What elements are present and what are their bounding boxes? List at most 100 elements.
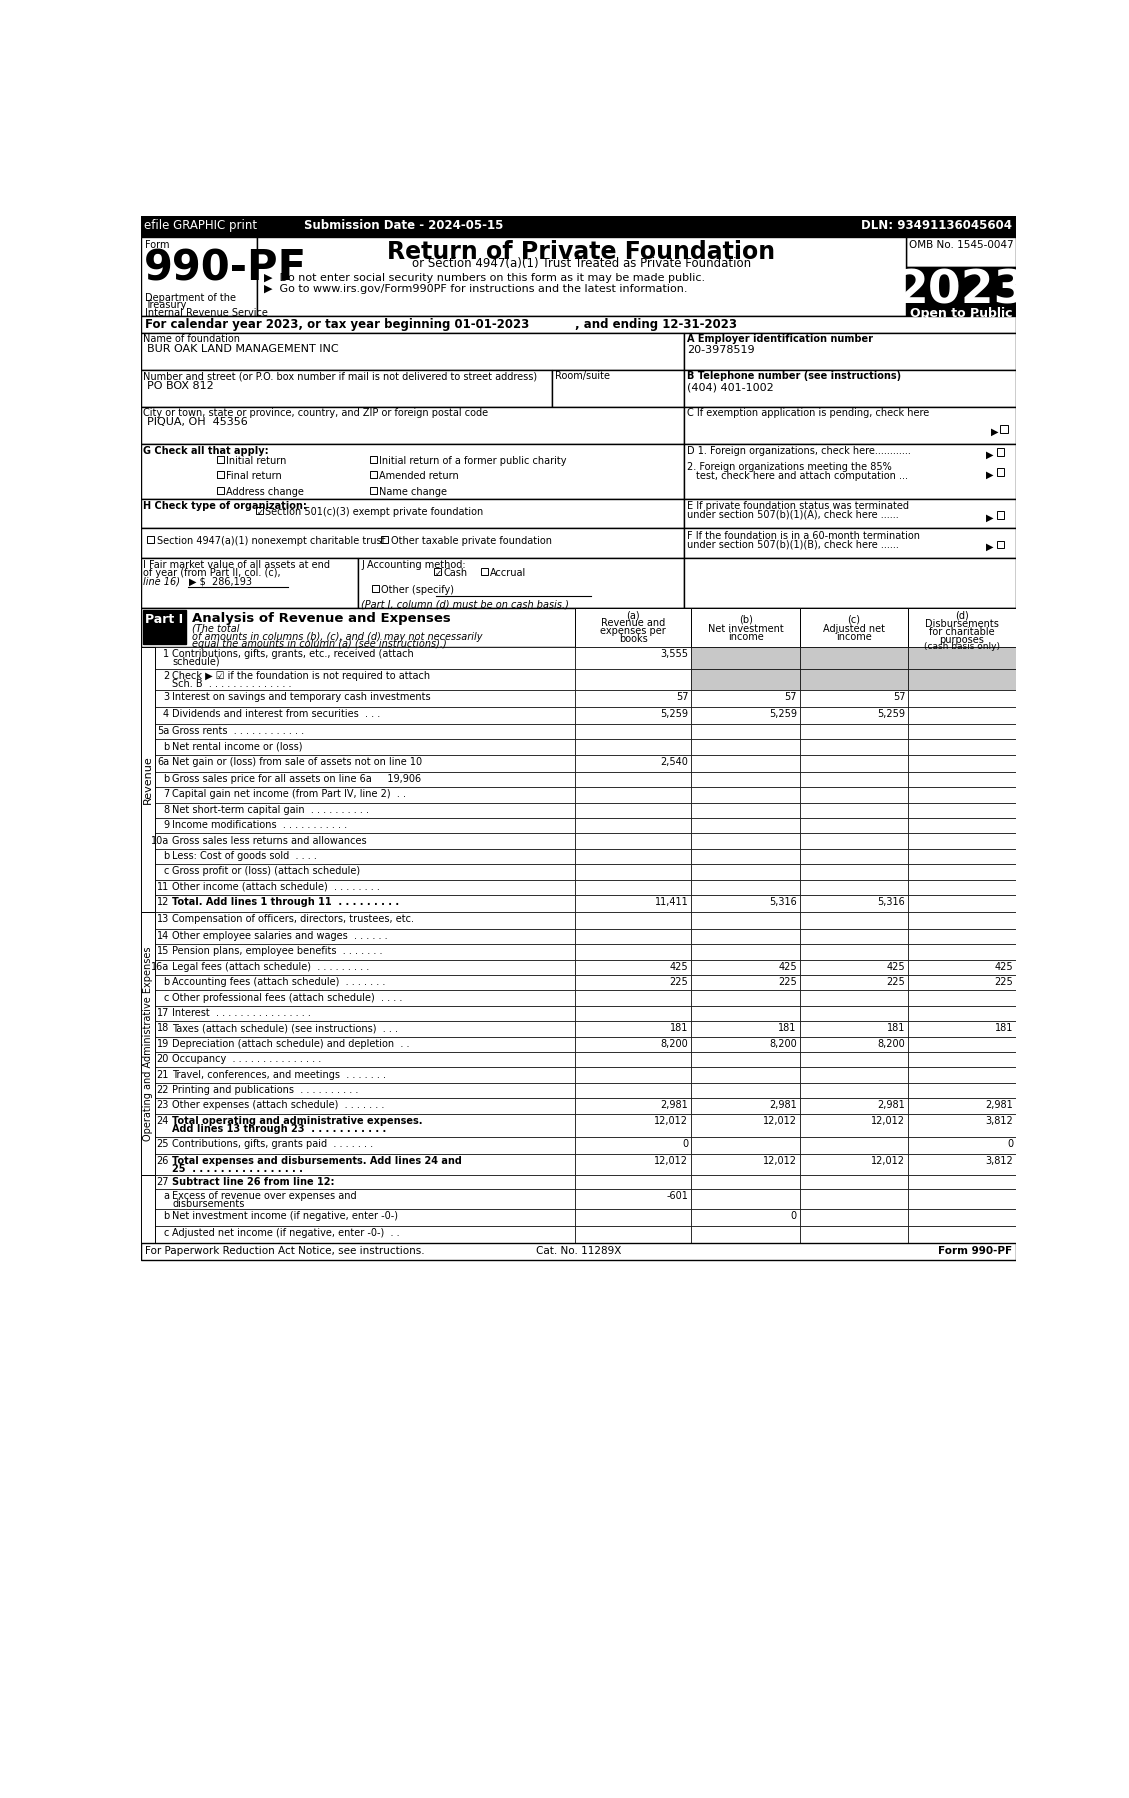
Text: For Paperwork Reduction Act Notice, see instructions.: For Paperwork Reduction Act Notice, see …: [145, 1246, 425, 1257]
Text: Depreciation (attach schedule) and depletion  . .: Depreciation (attach schedule) and deple…: [172, 1039, 410, 1048]
Text: 8,200: 8,200: [769, 1039, 797, 1048]
Bar: [575, 818, 691, 832]
Bar: [691, 1208, 799, 1226]
Text: 5,259: 5,259: [769, 710, 797, 719]
Bar: [909, 865, 1016, 879]
Text: Subtract line 26 from line 12:: Subtract line 26 from line 12:: [172, 1178, 334, 1187]
Text: Total operating and administrative expenses.: Total operating and administrative expen…: [172, 1117, 422, 1126]
Bar: [909, 802, 1016, 818]
Bar: [155, 1176, 575, 1188]
Bar: [997, 467, 1005, 476]
Bar: [575, 912, 691, 930]
Text: 4: 4: [163, 710, 169, 719]
Bar: [684, 500, 1016, 529]
Text: equal the amounts in column (a) (see instructions).): equal the amounts in column (a) (see ins…: [192, 640, 447, 649]
Bar: [155, 1208, 575, 1226]
Bar: [141, 333, 684, 370]
Text: Gross sales price for all assets on line 6a     19,906: Gross sales price for all assets on line…: [172, 773, 421, 784]
Bar: [575, 944, 691, 960]
Bar: [370, 487, 377, 494]
Bar: [907, 266, 1016, 316]
Text: PIQUA, OH  45356: PIQUA, OH 45356: [147, 417, 248, 428]
Bar: [684, 444, 1016, 500]
Text: efile GRAPHIC print: efile GRAPHIC print: [145, 219, 257, 232]
Bar: [575, 739, 691, 755]
Bar: [141, 216, 1016, 237]
Text: E If private foundation status was terminated: E If private foundation status was termi…: [686, 502, 909, 511]
Text: Inspection: Inspection: [925, 315, 998, 327]
Text: For calendar year 2023, or tax year beginning 01-01-2023: For calendar year 2023, or tax year begi…: [145, 318, 530, 331]
Bar: [799, 912, 909, 930]
Bar: [799, 802, 909, 818]
Text: b: b: [163, 1212, 169, 1221]
Bar: [575, 975, 691, 991]
Bar: [575, 1082, 691, 1099]
Text: 20-3978519: 20-3978519: [686, 345, 754, 356]
Bar: [575, 1099, 691, 1113]
Text: 16a: 16a: [151, 962, 169, 973]
Text: 24: 24: [157, 1117, 169, 1126]
Text: BUR OAK LAND MANAGEMENT INC: BUR OAK LAND MANAGEMENT INC: [147, 343, 339, 354]
Bar: [909, 1188, 1016, 1208]
Bar: [997, 511, 1005, 520]
Bar: [575, 1037, 691, 1052]
Bar: [691, 1052, 799, 1068]
Bar: [141, 500, 684, 529]
Bar: [141, 370, 552, 406]
Bar: [909, 960, 1016, 975]
Bar: [575, 1208, 691, 1226]
Text: Initial return: Initial return: [227, 457, 287, 466]
Bar: [997, 448, 1005, 457]
Bar: [909, 930, 1016, 944]
Bar: [155, 1136, 575, 1154]
Text: 9: 9: [163, 820, 169, 831]
Text: 13: 13: [157, 913, 169, 924]
Bar: [575, 1154, 691, 1176]
Text: 12,012: 12,012: [763, 1117, 797, 1126]
Text: ▶: ▶: [986, 512, 994, 523]
Text: under section 507(b)(1)(A), check here ......: under section 507(b)(1)(A), check here .…: [686, 511, 899, 520]
Bar: [691, 608, 799, 647]
Text: Submission Date - 2024-05-15: Submission Date - 2024-05-15: [304, 219, 504, 232]
Bar: [909, 1154, 1016, 1176]
Text: Less: Cost of goods sold  . . . .: Less: Cost of goods sold . . . .: [172, 850, 317, 861]
Text: 0: 0: [682, 1138, 689, 1149]
Text: Contributions, gifts, grants, etc., received (attach: Contributions, gifts, grants, etc., rece…: [172, 649, 414, 660]
Text: Net gain or (loss) from sale of assets not on line 10: Net gain or (loss) from sale of assets n…: [172, 757, 422, 768]
Text: 5,259: 5,259: [660, 710, 689, 719]
Bar: [691, 1082, 799, 1099]
Text: Return of Private Foundation: Return of Private Foundation: [387, 241, 776, 264]
Bar: [909, 669, 1016, 690]
Text: Excess of revenue over expenses and: Excess of revenue over expenses and: [172, 1192, 357, 1201]
Bar: [155, 707, 575, 725]
Bar: [691, 944, 799, 960]
Text: Department of the: Department of the: [145, 293, 236, 302]
Bar: [799, 788, 909, 802]
Bar: [909, 608, 1016, 647]
Text: 17: 17: [157, 1009, 169, 1018]
Bar: [575, 707, 691, 725]
Bar: [575, 895, 691, 912]
Bar: [799, 1136, 909, 1154]
Bar: [691, 788, 799, 802]
Text: b: b: [163, 773, 169, 784]
Text: 25  . . . . . . . . . . . . . . . .: 25 . . . . . . . . . . . . . . . .: [172, 1163, 303, 1174]
Text: for charitable: for charitable: [929, 628, 995, 636]
Text: 18: 18: [157, 1023, 169, 1034]
Bar: [691, 1136, 799, 1154]
Text: 2,981: 2,981: [769, 1100, 797, 1111]
Text: ▶: ▶: [986, 543, 994, 552]
Text: 14: 14: [157, 931, 169, 940]
Bar: [909, 849, 1016, 865]
Bar: [141, 237, 257, 316]
Bar: [575, 608, 691, 647]
Text: 8,200: 8,200: [660, 1039, 689, 1048]
Text: Amended return: Amended return: [379, 471, 458, 482]
Text: Sch. B  . . . . . . . . . . . . . .: Sch. B . . . . . . . . . . . . . .: [172, 678, 291, 689]
Bar: [155, 818, 575, 832]
Bar: [155, 895, 575, 912]
Bar: [575, 1021, 691, 1037]
Text: Interest  . . . . . . . . . . . . . . . .: Interest . . . . . . . . . . . . . . . .: [172, 1009, 310, 1018]
Bar: [909, 690, 1016, 707]
Bar: [691, 975, 799, 991]
